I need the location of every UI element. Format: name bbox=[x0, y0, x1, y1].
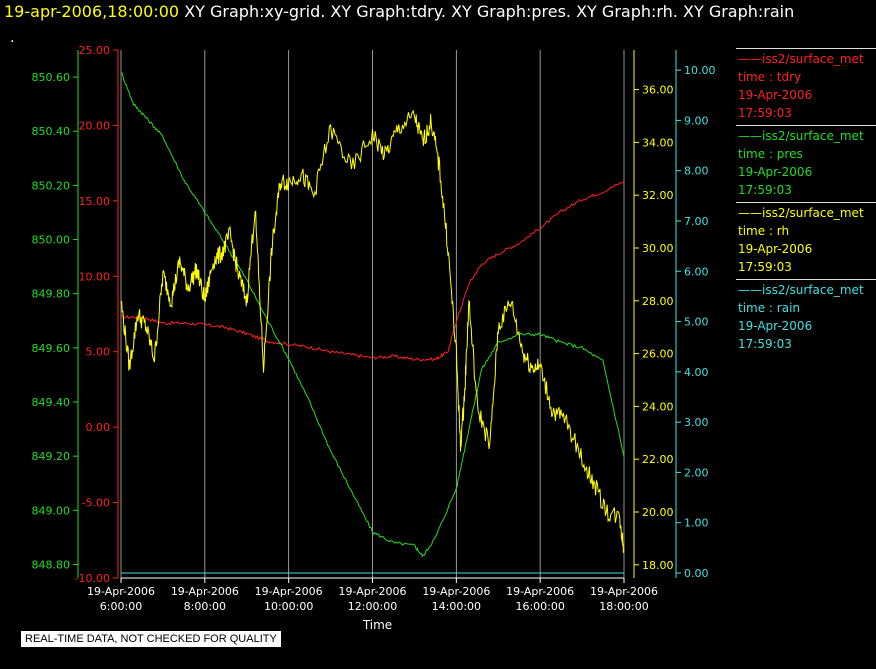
tdry-tick-label: 10.00 bbox=[79, 270, 111, 283]
legend-time: 17:59:03 bbox=[738, 106, 792, 120]
pres-tick-label: 849.20 bbox=[32, 450, 71, 463]
legend-variable: time : tdry bbox=[738, 70, 802, 84]
legend-time: 17:59:03 bbox=[738, 260, 792, 274]
legend-source: ——iss2/surface_met bbox=[738, 206, 864, 220]
rh-tick-label: 30.00 bbox=[642, 242, 674, 255]
pres-tick-label: 849.60 bbox=[32, 342, 71, 355]
rh-tick-label: 26.00 bbox=[642, 348, 674, 361]
rh-tick-label: 34.00 bbox=[642, 136, 674, 149]
rain-tick-label: 4.00 bbox=[684, 366, 709, 379]
rain-tick-label: 0.00 bbox=[684, 567, 709, 580]
quality-disclaimer: REAL-TIME DATA, NOT CHECKED FOR QUALITY bbox=[20, 630, 282, 648]
tdry-tick-label: 0.00 bbox=[86, 421, 111, 434]
x-tick-label-time: 12:00:00 bbox=[348, 600, 397, 613]
series-line-pres bbox=[120, 72, 625, 558]
window-title-bar: 19-apr-2006,18:00:00 XY Graph:xy-grid. X… bbox=[4, 2, 794, 21]
legend-source: ——iss2/surface_met bbox=[738, 283, 864, 297]
legend-source: ——iss2/surface_met bbox=[738, 52, 864, 66]
pres-tick-label: 849.40 bbox=[32, 396, 71, 409]
pres-tick-label: 849.00 bbox=[32, 504, 71, 517]
pres-tick-label: 850.40 bbox=[32, 125, 71, 138]
x-tick-label-date: 19-Apr-2006 bbox=[338, 585, 406, 598]
rh-tick-label: 36.00 bbox=[642, 84, 674, 97]
tdry-tick-label: 25.00 bbox=[79, 44, 111, 57]
x-tick-label-time: 14:00:00 bbox=[432, 600, 481, 613]
legend-time: 17:59:03 bbox=[738, 183, 792, 197]
tdry-tick-label: 15.00 bbox=[79, 195, 111, 208]
legend-variable: time : pres bbox=[738, 147, 803, 161]
legend-source: ——iss2/surface_met bbox=[738, 129, 864, 143]
legend-date: 19-Apr-2006 bbox=[738, 242, 813, 256]
pres-tick-label: 848.80 bbox=[32, 558, 71, 571]
tdry-tick-label: -10.00 bbox=[75, 572, 110, 585]
x-tick-label-time: 18:00:00 bbox=[599, 600, 648, 613]
x-tick-label-time: 6:00:00 bbox=[100, 600, 142, 613]
rain-tick-label: 3.00 bbox=[684, 416, 709, 429]
pres-tick-label: 850.00 bbox=[32, 234, 71, 247]
rain-tick-label: 2.00 bbox=[684, 466, 709, 479]
timestamp: 19-apr-2006,18:00:00 bbox=[4, 2, 180, 21]
rh-tick-label: 22.00 bbox=[642, 453, 674, 466]
x-tick-label-date: 19-Apr-2006 bbox=[171, 585, 239, 598]
graph-title: XY Graph:xy-grid. XY Graph:tdry. XY Grap… bbox=[184, 2, 795, 21]
rain-tick-label: 9.00 bbox=[684, 114, 709, 127]
series-line-rh bbox=[120, 109, 625, 553]
rh-tick-label: 24.00 bbox=[642, 400, 674, 413]
legend-time: 17:59:03 bbox=[738, 337, 792, 351]
legend-variable: time : rain bbox=[738, 301, 801, 315]
legend: ——iss2/surface_met time : tdry 19-Apr-2006… bbox=[736, 48, 876, 356]
tdry-tick-label: 20.00 bbox=[79, 119, 111, 132]
x-tick-label-date: 19-Apr-2006 bbox=[506, 585, 574, 598]
subtext: . bbox=[10, 30, 15, 46]
x-axis-label: Time bbox=[362, 618, 392, 632]
x-tick-label-date: 19-Apr-2006 bbox=[87, 585, 155, 598]
x-tick-label-time: 10:00:00 bbox=[264, 600, 313, 613]
rain-tick-label: 8.00 bbox=[684, 165, 709, 178]
legend-variable: time : rh bbox=[738, 224, 790, 238]
x-tick-label-time: 16:00:00 bbox=[515, 600, 564, 613]
rain-tick-label: 7.00 bbox=[684, 215, 709, 228]
legend-date: 19-Apr-2006 bbox=[738, 88, 813, 102]
legend-date: 19-Apr-2006 bbox=[738, 319, 813, 333]
rain-tick-label: 10.00 bbox=[684, 64, 716, 77]
tdry-tick-label: 5.00 bbox=[86, 346, 111, 359]
x-tick-label-date: 19-Apr-2006 bbox=[255, 585, 323, 598]
rh-tick-label: 20.00 bbox=[642, 506, 674, 519]
rh-tick-label: 18.00 bbox=[642, 559, 674, 572]
pres-tick-label: 850.60 bbox=[32, 71, 71, 84]
legend-date: 19-Apr-2006 bbox=[738, 165, 813, 179]
rh-tick-label: 28.00 bbox=[642, 295, 674, 308]
series-line-tdry bbox=[120, 180, 625, 362]
x-tick-label-date: 19-Apr-2006 bbox=[590, 585, 658, 598]
rh-tick-label: 32.00 bbox=[642, 189, 674, 202]
rain-tick-label: 5.00 bbox=[684, 316, 709, 329]
pres-tick-label: 850.20 bbox=[32, 179, 71, 192]
pres-tick-label: 849.80 bbox=[32, 288, 71, 301]
tdry-tick-label: -5.00 bbox=[82, 497, 110, 510]
rain-tick-label: 6.00 bbox=[684, 265, 709, 278]
rain-tick-label: 1.00 bbox=[684, 517, 709, 530]
x-tick-label-time: 8:00:00 bbox=[184, 600, 226, 613]
x-tick-label-date: 19-Apr-2006 bbox=[422, 585, 490, 598]
